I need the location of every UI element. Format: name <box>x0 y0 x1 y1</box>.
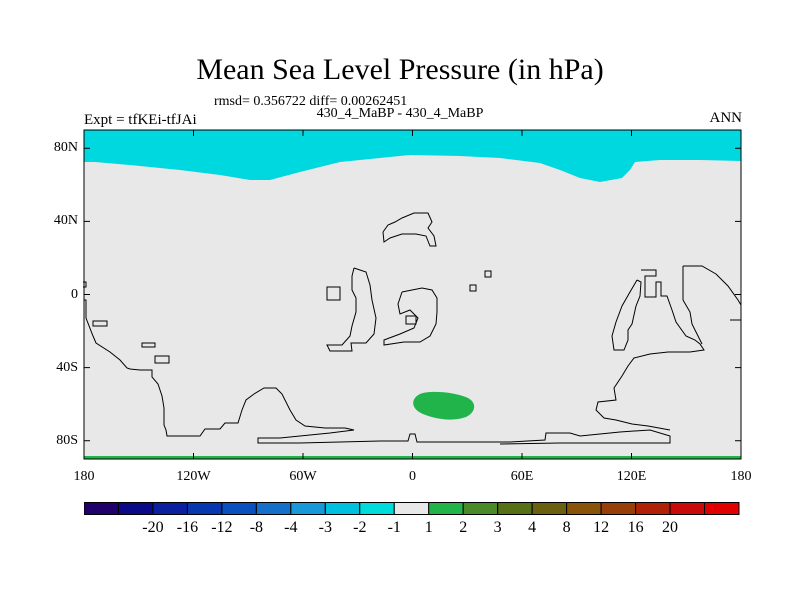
chart-title: Mean Sea Level Pressure (in hPa) <box>196 53 604 86</box>
stats-label: rmsd= 0.356722 diff= 0.00262451 <box>214 94 408 109</box>
coastline-1 <box>84 299 671 445</box>
subtitle-label: 430_4_MaBP - 430_4_MaBP <box>316 106 484 121</box>
field-background <box>84 130 741 459</box>
colorbar <box>84 502 740 515</box>
coastline-9 <box>405 315 417 325</box>
coastline-14 <box>683 265 742 306</box>
colorbar-label: -20 <box>142 519 164 536</box>
colorbar-box-4 <box>221 502 257 515</box>
coastline-11 <box>469 284 477 292</box>
colorbar-label: 8 <box>562 519 571 536</box>
x-tick-label: 180 <box>73 469 95 484</box>
y-tick-label: 40S <box>56 359 78 375</box>
colorbar-box-17 <box>669 502 706 515</box>
season-label: ANN <box>709 110 743 126</box>
y-tick-label: 40N <box>53 213 78 229</box>
x-tick-label: 60E <box>510 469 534 484</box>
coastline-6 <box>326 286 341 301</box>
colorbar-label: 2 <box>459 519 468 536</box>
colorbar-box-11 <box>462 502 499 515</box>
colorbar-box-18 <box>704 502 740 515</box>
coastline-7 <box>326 267 377 352</box>
colorbar-label: 1 <box>424 519 433 536</box>
coastline-5 <box>382 212 437 247</box>
colorbar-box-13 <box>531 502 568 515</box>
colorbar-box-7 <box>324 502 361 515</box>
coastline-3 <box>141 342 156 348</box>
colorbar-label: 4 <box>528 519 537 536</box>
colorbar-label: 3 <box>493 519 502 536</box>
colorbar-box-16 <box>635 502 671 515</box>
y-tick-label: 0 <box>71 286 78 302</box>
colorbar-box-8 <box>359 502 395 515</box>
x-tick-label: 180 <box>730 469 752 484</box>
colorbar-box-0 <box>84 502 119 515</box>
colorbar-box-3 <box>186 502 223 515</box>
colorbar-label: 20 <box>662 519 679 536</box>
colorbar-label: -16 <box>176 519 199 536</box>
x-tick-label: 120E <box>616 469 647 484</box>
x-tick-label: 120W <box>176 469 211 484</box>
y-tick-label: 80N <box>53 140 78 156</box>
colorbar-box-5 <box>255 502 292 515</box>
coastline-12 <box>595 269 705 431</box>
colorbar-box-10 <box>428 502 464 515</box>
colorbar-label: 12 <box>593 519 610 536</box>
coastline-4 <box>154 355 170 364</box>
colorbar-box-2 <box>152 502 188 515</box>
coastline-15 <box>682 266 703 345</box>
colorbar-label: -3 <box>318 519 332 536</box>
colorbar-label: -12 <box>211 519 233 536</box>
polar-region-north <box>84 130 741 182</box>
colorbar-box-12 <box>497 502 533 515</box>
colorbar-label: -4 <box>284 519 298 536</box>
coastline-8 <box>383 287 438 346</box>
colorbar-label: -8 <box>249 519 264 536</box>
colorbar-label: -1 <box>387 519 401 536</box>
colorbar-box-6 <box>290 502 326 515</box>
colorbar-box-9 <box>393 502 430 515</box>
coastline-10 <box>484 270 492 278</box>
colorbar-box-15 <box>600 502 637 515</box>
experiment-label: Expt = tfKEi-tfJAi <box>84 112 197 128</box>
coastline-2 <box>92 320 108 327</box>
x-tick-label: 0 <box>409 469 416 484</box>
colorbar-box-14 <box>566 502 602 515</box>
x-tick-label: 60W <box>289 469 317 484</box>
positive-anomaly-blob <box>413 391 475 420</box>
colorbar-box-1 <box>117 502 154 515</box>
coastline-13 <box>611 279 642 351</box>
y-tick-label: 80S <box>56 432 78 448</box>
colorbar-label: -2 <box>353 519 367 536</box>
colorbar-label: 16 <box>627 519 644 536</box>
